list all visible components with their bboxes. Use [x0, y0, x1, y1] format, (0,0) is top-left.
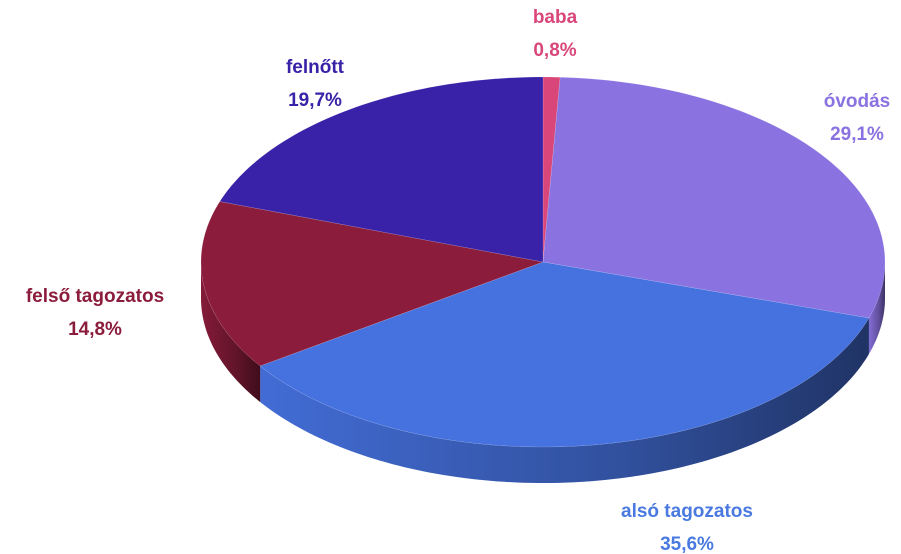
pie-slice	[200, 201, 544, 367]
pie-side-shade	[868, 262, 885, 355]
value-label: 14,8%	[68, 319, 122, 340]
category-label: felnőtt	[286, 57, 345, 78]
category-label: felső tagozatos	[26, 286, 164, 307]
value-label: 19,7%	[288, 90, 342, 111]
category-label: óvodás	[824, 91, 891, 112]
value-label: 0,8%	[533, 40, 576, 61]
pie-slice	[259, 261, 870, 448]
pie-sides	[201, 262, 885, 483]
pie-side-shade	[260, 318, 869, 483]
pie-tops	[200, 76, 886, 448]
category-label: alsó tagozatos	[621, 501, 753, 522]
pie-slice	[219, 76, 544, 263]
value-label: 35,6%	[660, 534, 714, 554]
data-labels: baba 0,8% óvodás 29,1% alsó tagozatos 35,6% fe…	[26, 7, 890, 554]
pie-side-shade	[201, 262, 261, 402]
pie-slice	[542, 76, 886, 319]
category-label: baba	[533, 7, 578, 28]
value-label: 29,1%	[830, 124, 884, 145]
